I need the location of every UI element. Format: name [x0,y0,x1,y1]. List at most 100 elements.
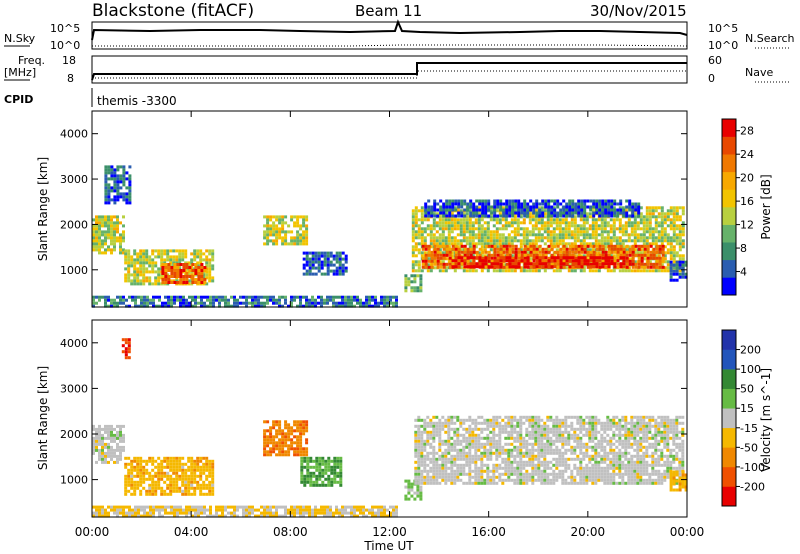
heatmap-cell [660,233,664,237]
heatmap-cell [157,267,161,271]
heatmap-cell [435,460,439,464]
heatmap-cell [92,442,95,446]
heatmap-cell [642,239,646,243]
heatmap-cell [603,221,607,225]
heatmap-cell [133,273,137,277]
heatmap-cell [296,230,300,234]
heatmap-cell [586,205,590,209]
heatmap-cell [211,255,215,259]
heatmap-cell [583,205,587,209]
heatmap-cell [436,256,440,260]
heatmap-cell [660,263,664,267]
heatmap-cell [550,265,554,269]
heatmap-cell [208,486,212,490]
heatmap-cell [104,218,107,222]
heatmap-cell [492,224,496,228]
heatmap-cell [477,421,481,425]
heatmap-cell [101,457,104,461]
heatmap-cell [263,429,267,433]
heatmap-cell [462,421,466,425]
heatmap-cell [196,480,200,484]
heatmap-cell [681,227,685,231]
heatmap-cell [531,224,535,228]
heatmap-cell [459,439,463,443]
heatmap-cell [669,257,673,261]
heatmap-cell [308,304,311,308]
heatmap-cell [514,253,518,257]
heatmap-cell [627,257,631,261]
heatmap-cell [513,209,517,213]
heatmap-cell [654,224,658,228]
heatmap-cell [104,248,107,252]
heatmap-cell [161,263,165,266]
heatmap-cell [169,459,173,463]
heatmap-cell [447,415,451,419]
heatmap-cell [113,236,116,240]
heatmap-cell [529,247,533,251]
heatmap-cell [140,295,143,299]
heatmap-cell [175,489,179,493]
heatmap-cell [486,457,490,461]
heatmap-cell [320,251,324,255]
heatmap-cell [321,474,325,478]
heatmap-cell [639,233,643,237]
heatmap-cell [610,205,614,209]
heatmap-cell [199,459,203,463]
heatmap-cell [127,261,131,265]
heatmap-cell [122,424,125,428]
heatmap-cell [565,250,569,254]
heatmap-cell [502,202,506,206]
heatmap-cell [145,489,149,493]
heatmap-cell [523,202,527,206]
heatmap-cell [380,298,383,302]
heatmap-cell [444,463,448,467]
heatmap-cell [603,218,607,222]
heatmap-cell [245,304,248,308]
heatmap-cell [287,450,291,454]
heatmap-cell [287,230,291,234]
heatmap-cell [601,250,605,254]
heatmap-cell [478,253,482,257]
heatmap-cell [672,224,676,228]
heatmap-cell [119,445,122,449]
heatmap-cell [469,262,473,266]
heatmap-cell [359,301,362,305]
heatmap-cell [438,251,442,255]
data-region [263,215,309,246]
heatmap-cell [113,439,116,443]
heatmap-cell [648,212,652,216]
heatmap-cell [589,259,593,263]
heatmap-cell [447,475,451,479]
data-region [421,244,665,269]
heatmap-cell [451,214,455,218]
heatmap-cell [272,233,276,237]
heatmap-cell [321,462,325,466]
heatmap-cell [537,239,541,243]
heatmap-cell [130,462,134,466]
heatmap-cell [468,227,472,231]
heatmap-cell [520,250,524,254]
heatmap-cell [639,212,643,216]
heatmap-cell [107,442,110,446]
heatmap-cell [163,258,167,262]
heatmap-cell [154,459,158,463]
heatmap-cell [477,236,481,240]
heatmap-cell [110,168,114,172]
heatmap-cell [110,430,113,434]
heatmap-cell [600,230,604,234]
heatmap-cell [139,468,143,472]
heatmap-cell [293,295,296,299]
heatmap-cell [300,477,304,481]
heatmap-cell [205,483,209,487]
heatmap-cell [555,236,559,240]
heatmap-cell [187,480,191,484]
heatmap-cell [586,253,590,257]
heatmap-cell [193,468,197,472]
heatmap-cell [199,486,203,490]
heatmap-cell [101,221,104,225]
heatmap-cell [468,221,472,225]
heatmap-cell [480,230,484,234]
heatmap-cell [142,273,146,277]
heatmap-cell [417,236,421,240]
heatmap-cell [441,415,445,419]
